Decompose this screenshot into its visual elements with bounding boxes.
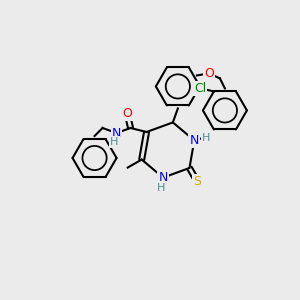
Text: O: O xyxy=(204,67,214,80)
Text: N: N xyxy=(112,127,121,140)
Text: H: H xyxy=(202,134,211,143)
Text: O: O xyxy=(123,106,133,119)
Text: N: N xyxy=(190,134,199,147)
Text: Cl: Cl xyxy=(194,82,206,95)
Text: N: N xyxy=(158,171,168,184)
Text: H: H xyxy=(110,137,119,147)
Text: H: H xyxy=(157,183,165,193)
Text: S: S xyxy=(194,176,201,188)
